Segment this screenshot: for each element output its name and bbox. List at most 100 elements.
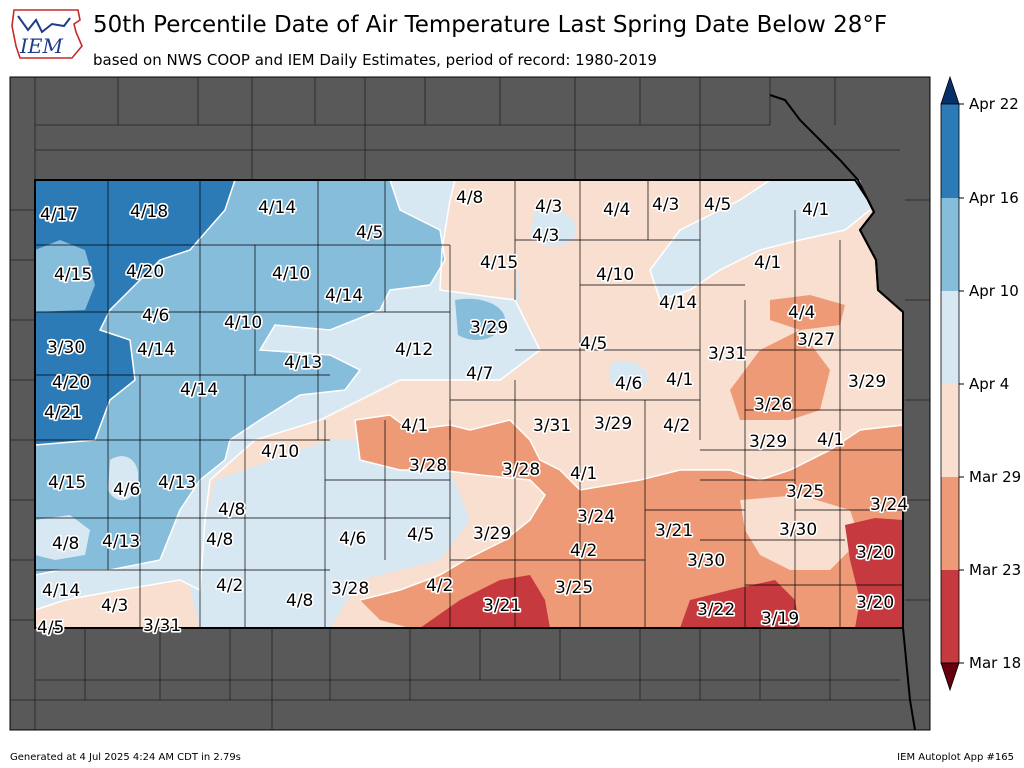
colorbar-band-1 xyxy=(941,104,959,198)
colorbar-label-mar23: Mar 23 xyxy=(969,561,1022,579)
map-value-label: 4/7 xyxy=(466,364,493,384)
map-value-label: 3/29 xyxy=(473,524,511,544)
map-value-label: 4/2 xyxy=(570,541,597,561)
page-title: 50th Percentile Date of Air Temperature … xyxy=(93,12,888,38)
colorbar-label-mar18: Mar 18 xyxy=(969,654,1022,672)
map-value-label: 4/12 xyxy=(395,340,433,360)
value-labels: 4/17 4/18 4/14 4/8 4/3 4/4 4/3 4/5 4/1 4/15 4/5 4/3… xyxy=(35,186,909,639)
map-value-label: 3/30 xyxy=(779,520,817,540)
colorbar-label-apr22: Apr 22 xyxy=(969,95,1019,113)
map-value-label: 4/1 xyxy=(754,253,781,273)
map-value-label: 3/25 xyxy=(786,482,824,502)
map-value-label: 4/14 xyxy=(258,198,296,218)
map-value-label: 4/8 xyxy=(206,530,233,550)
footer-app: IEM Autoplot App #165 xyxy=(897,752,1014,763)
map-value-label: 4/18 xyxy=(130,202,168,222)
map-value-label: 4/1 xyxy=(401,416,428,436)
map-value-label: 3/31 xyxy=(708,344,746,364)
map-value-label: 3/30 xyxy=(47,338,85,358)
map-value-label: 3/29 xyxy=(749,432,787,452)
map-value-label: 3/21 xyxy=(655,521,693,541)
map-value-label: 4/13 xyxy=(102,532,140,552)
colorbar-label-mar29: Mar 29 xyxy=(969,468,1022,486)
map-value-label: 3/29 xyxy=(594,414,632,434)
colorbar-band-3 xyxy=(941,291,959,384)
colorbar-top-arrow xyxy=(940,75,960,105)
iem-logo: IEM xyxy=(11,9,83,59)
map-value-label: 4/8 xyxy=(52,534,79,554)
map-value-label: 3/29 xyxy=(470,318,508,338)
map-value-label: 4/8 xyxy=(286,591,313,611)
map-value-label: 4/3 xyxy=(532,226,559,246)
map-value-label: 4/6 xyxy=(113,480,140,500)
map-value-label: 4/5 xyxy=(580,334,607,354)
map-value-label: 3/22 xyxy=(697,600,735,620)
map-value-label: 4/21 xyxy=(44,403,82,423)
colorbar-label-apr10: Apr 10 xyxy=(969,282,1019,300)
map-value-label: 4/14 xyxy=(137,340,175,360)
map-value-label: 3/28 xyxy=(331,579,369,599)
map-value-label: 4/3 xyxy=(101,596,128,616)
svg-text:IEM: IEM xyxy=(19,34,64,58)
page-subtitle: based on NWS COOP and IEM Daily Estimate… xyxy=(93,51,657,69)
map-value-label: 4/10 xyxy=(596,265,634,285)
map-value-label: 4/15 xyxy=(54,265,92,285)
colorbar-label-apr16: Apr 16 xyxy=(969,189,1019,207)
map-value-label: 4/10 xyxy=(272,264,310,284)
map-value-label: 4/3 xyxy=(652,195,679,215)
map-value-label: 4/1 xyxy=(802,200,829,220)
map-value-label: 4/6 xyxy=(615,374,642,394)
map-value-label: 4/20 xyxy=(126,262,164,282)
map-value-label: 4/8 xyxy=(456,188,483,208)
map-value-label: 4/5 xyxy=(704,195,731,215)
map-value-label: 4/3 xyxy=(535,197,562,217)
neighbor-border xyxy=(769,94,904,628)
map-value-label: 3/21 xyxy=(483,596,521,616)
colorbar-band-5 xyxy=(941,477,959,570)
map-value-label: 4/4 xyxy=(603,200,630,220)
colorbar-band-4 xyxy=(941,384,959,477)
map-value-label: 4/17 xyxy=(40,205,78,225)
map-value-label: 3/28 xyxy=(409,456,447,476)
map-value-label: 3/20 xyxy=(856,543,894,563)
map-value-label: 3/30 xyxy=(687,551,725,571)
colorbar-label-apr4: Apr 4 xyxy=(969,375,1010,393)
map-value-label: 4/13 xyxy=(158,473,196,493)
map-value-label: 4/4 xyxy=(788,303,815,323)
map-value-label: 4/1 xyxy=(666,370,693,390)
footer-generated: Generated at 4 Jul 2025 4:24 AM CDT in 2… xyxy=(10,752,241,763)
neighbor-county-lines xyxy=(10,77,930,730)
contour-lines xyxy=(34,179,904,611)
map-value-label: 4/14 xyxy=(180,380,218,400)
map-value-label: 3/20 xyxy=(856,593,894,613)
colorbar xyxy=(940,75,964,692)
map-value-label: 4/13 xyxy=(284,353,322,373)
map-value-label: 4/6 xyxy=(339,529,366,549)
map-value-label: 4/6 xyxy=(142,306,169,326)
map-value-label: 4/1 xyxy=(570,464,597,484)
map-value-label: 4/10 xyxy=(261,442,299,462)
map-value-label: 4/20 xyxy=(52,373,90,393)
map-value-label: 4/5 xyxy=(356,223,383,243)
map-value-label: 3/29 xyxy=(848,372,886,392)
map-value-label: 4/14 xyxy=(659,293,697,313)
neighbor-border-south xyxy=(902,627,916,731)
map-value-label: 4/14 xyxy=(325,286,363,306)
colorbar-band-2 xyxy=(941,198,959,291)
colorbar-bottom-arrow xyxy=(940,662,960,692)
map-value-label: 4/5 xyxy=(407,525,434,545)
map-value-label: 4/2 xyxy=(663,416,690,436)
map-value-label: 3/19 xyxy=(761,609,799,629)
map-value-label: 4/15 xyxy=(48,473,86,493)
map-value-label: 4/2 xyxy=(426,576,453,596)
map-value-label: 4/2 xyxy=(216,576,243,596)
county-lines xyxy=(35,180,903,628)
map-value-label: 3/31 xyxy=(533,416,571,436)
map-value-label: 4/14 xyxy=(42,581,80,601)
map-value-label: 3/31 xyxy=(143,616,181,636)
map-value-label: 3/25 xyxy=(555,578,593,598)
map-value-label: 4/1 xyxy=(817,430,844,450)
colorbar-band-6 xyxy=(941,570,959,663)
map-value-label: 3/24 xyxy=(577,507,615,527)
